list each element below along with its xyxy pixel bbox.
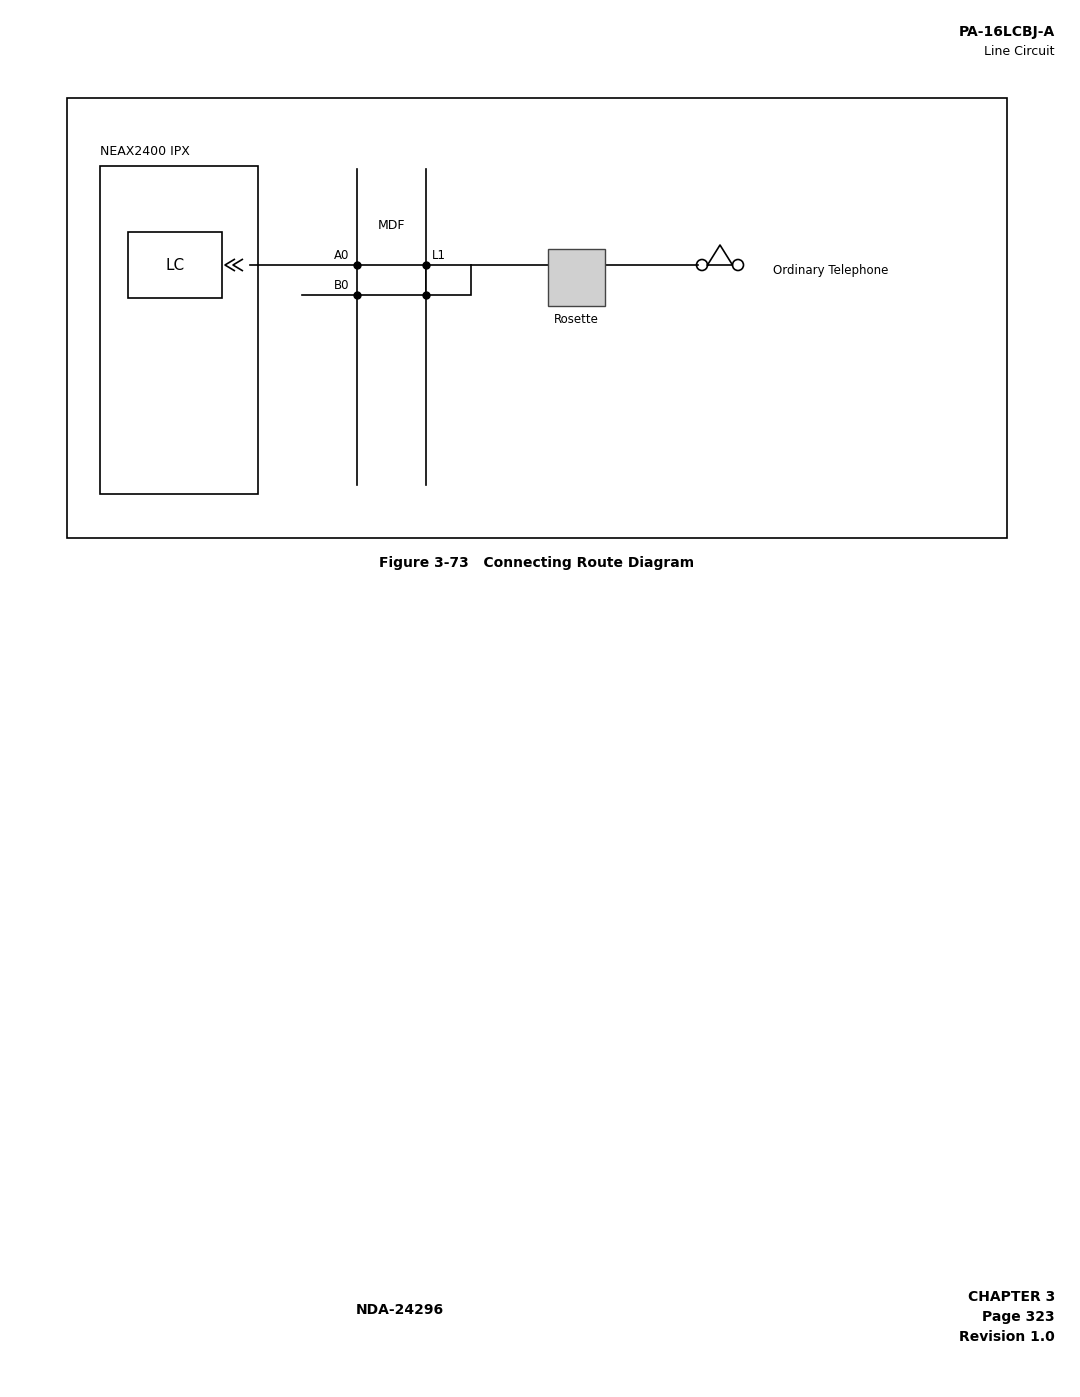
Text: CHAPTER 3: CHAPTER 3 — [968, 1289, 1055, 1303]
Bar — [426, 265, 471, 295]
Text: PA-16LCBJ-A: PA-16LCBJ-A — [959, 25, 1055, 39]
Text: NDA-24296: NDA-24296 — [356, 1303, 444, 1317]
Text: Line Circuit: Line Circuit — [985, 45, 1055, 59]
Text: A0: A0 — [334, 249, 349, 263]
Text: B0: B0 — [334, 279, 349, 292]
Text: Revision 1.0: Revision 1.0 — [959, 1330, 1055, 1344]
Text: L2: L2 — [432, 279, 446, 292]
Text: MDF: MDF — [378, 219, 405, 232]
Bar — [100, 166, 258, 495]
Text: Rosette: Rosette — [554, 313, 599, 326]
Text: Figure 3-73   Connecting Route Diagram: Figure 3-73 Connecting Route Diagram — [379, 556, 694, 570]
Text: LC: LC — [165, 257, 185, 272]
Text: NEAX2400 IPX: NEAX2400 IPX — [100, 145, 190, 158]
Bar — [548, 249, 605, 306]
Bar — [129, 232, 222, 298]
Bar — [67, 98, 1007, 538]
Text: Ordinary Telephone: Ordinary Telephone — [773, 264, 889, 277]
Text: Page 323: Page 323 — [983, 1310, 1055, 1324]
Text: L1: L1 — [432, 249, 446, 263]
